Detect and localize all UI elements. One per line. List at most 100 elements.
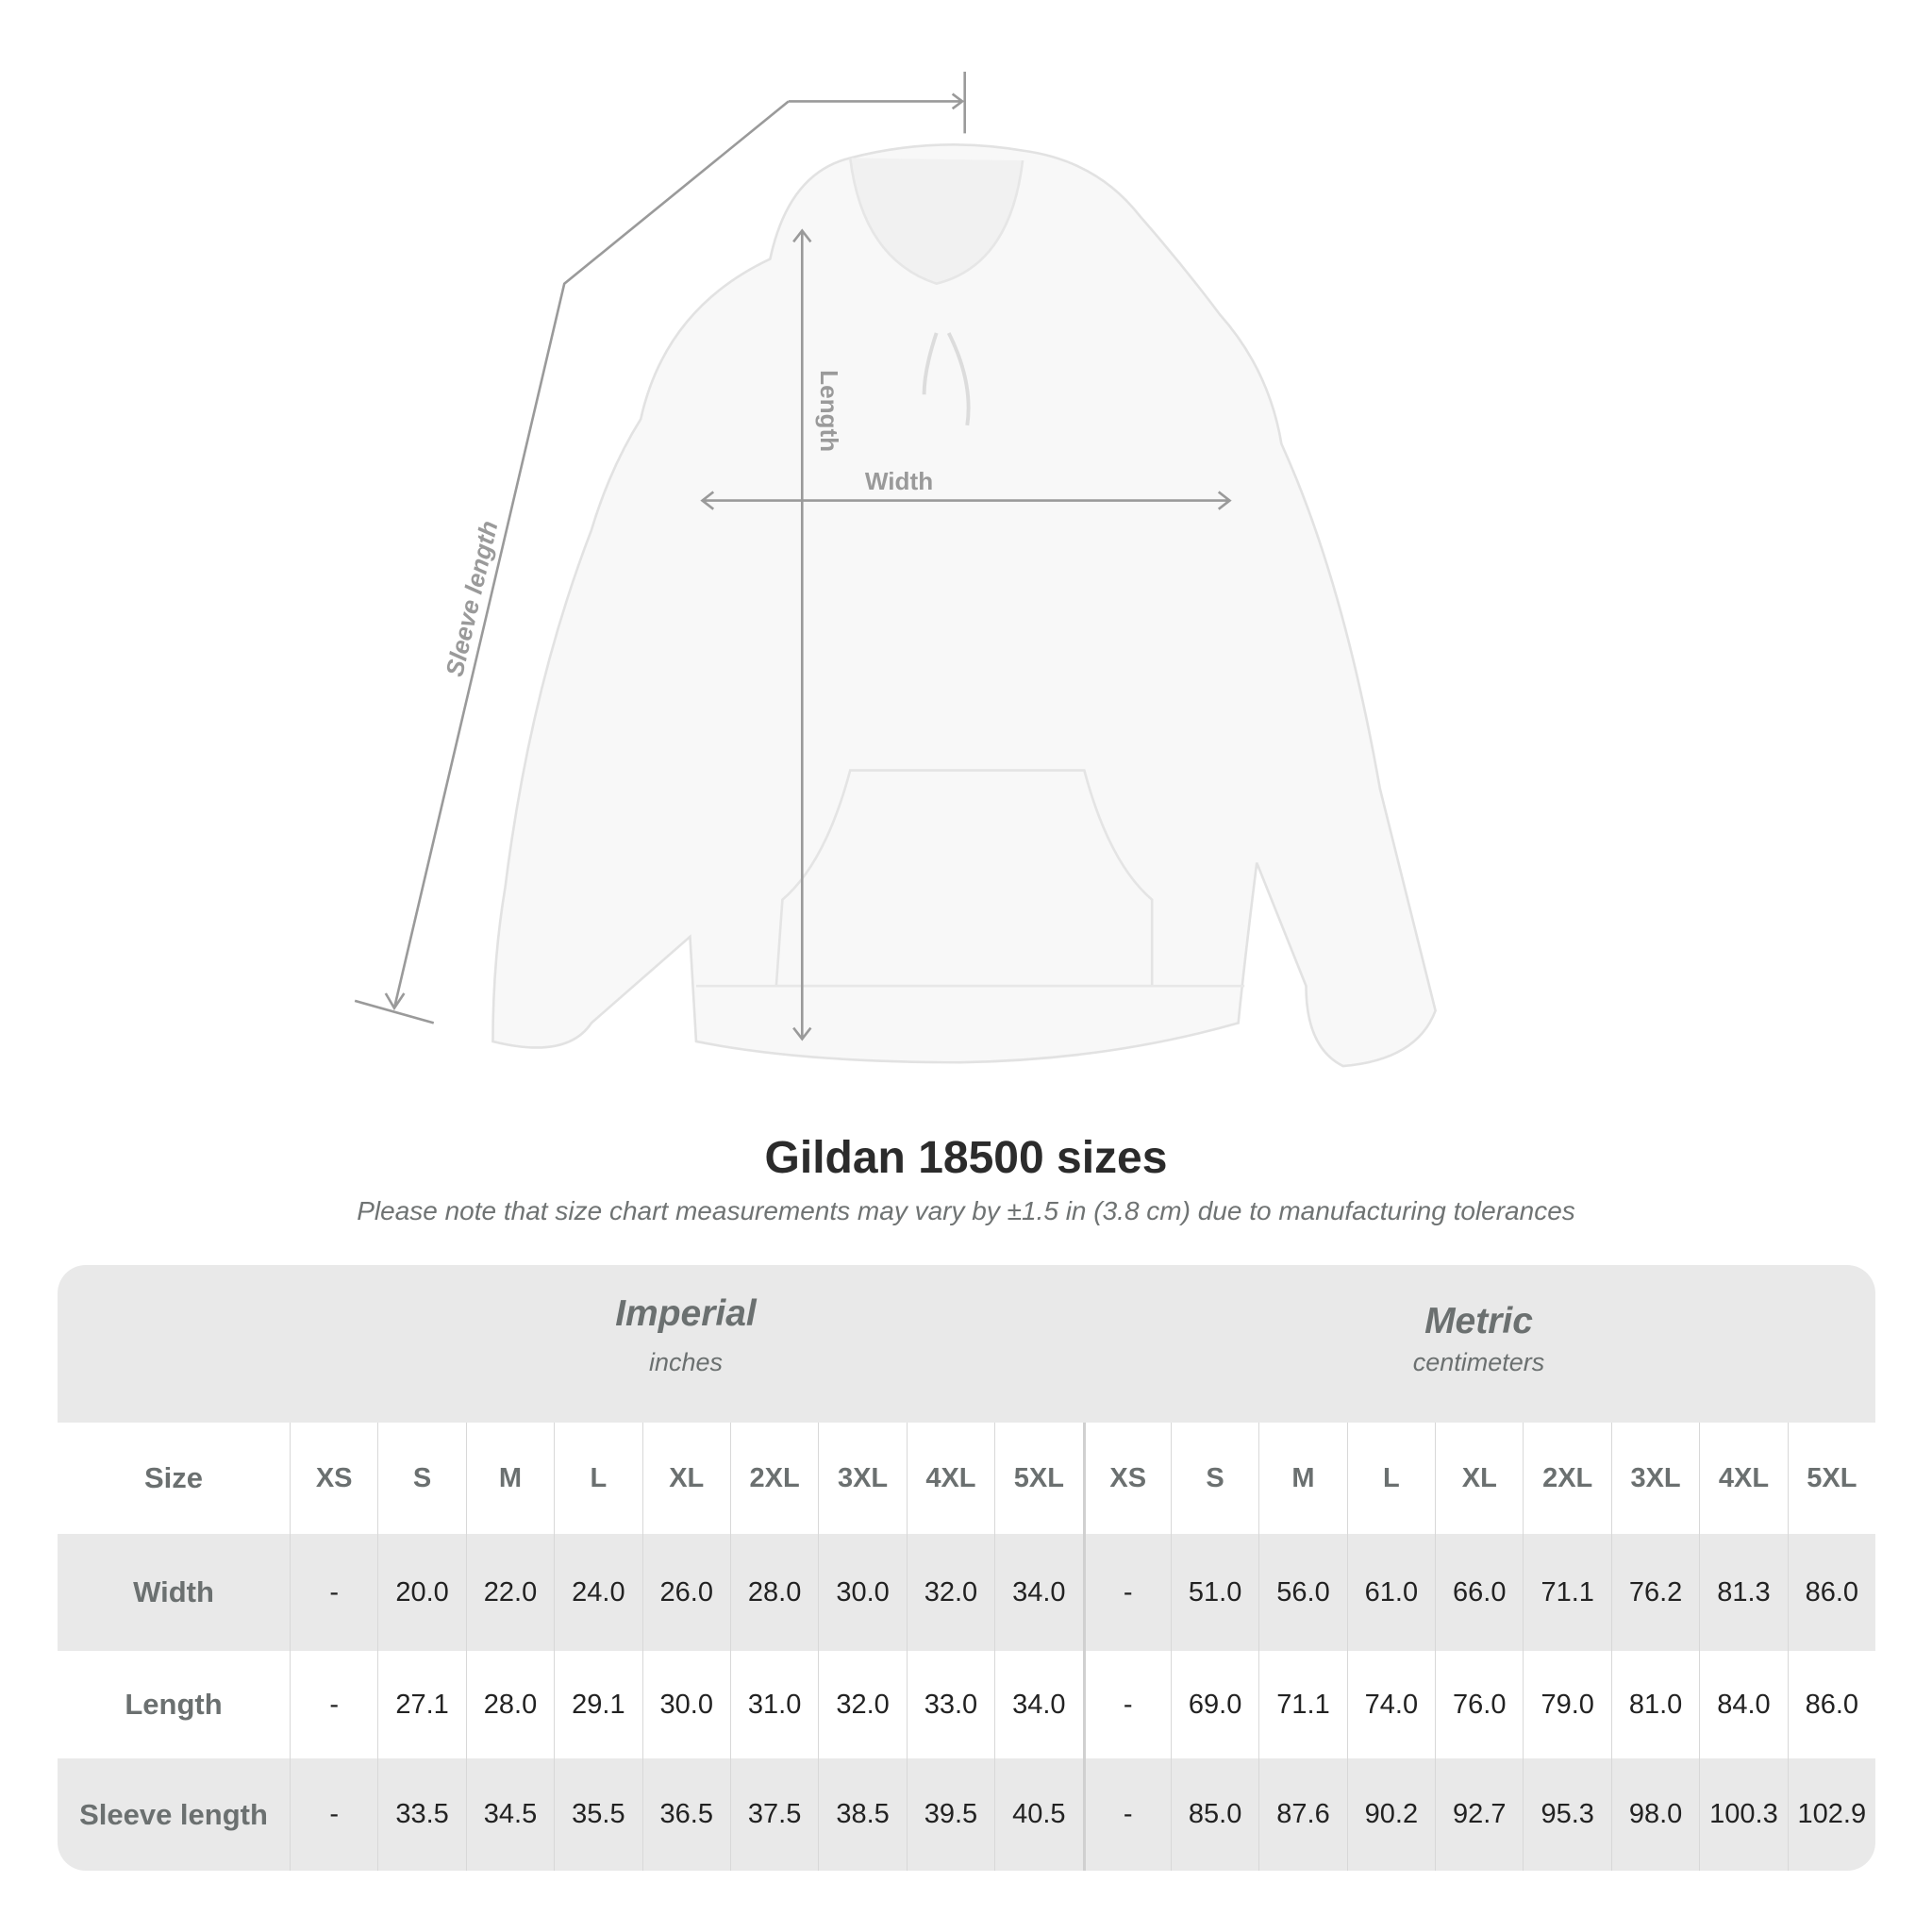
value-cell: 31.0 (729, 1651, 818, 1758)
value-cell: 87.6 (1258, 1758, 1346, 1871)
value-cell: 28.0 (465, 1651, 554, 1758)
value-cell: 34.5 (465, 1758, 554, 1871)
value-cell: 90.2 (1346, 1758, 1435, 1871)
value-cell: 28.0 (729, 1534, 818, 1651)
sleeve-length-line (354, 72, 966, 1024)
hoodie-image (491, 143, 1437, 1068)
value-cell: 37.5 (729, 1758, 818, 1871)
size-header-cell: 4XL (906, 1423, 994, 1534)
value-cell: 102.9 (1787, 1758, 1875, 1871)
value-cell: 30.0 (641, 1651, 730, 1758)
size-header-cell: XL (641, 1423, 730, 1534)
value-cell: 51.0 (1170, 1534, 1258, 1651)
value-cell: 74.0 (1346, 1651, 1435, 1758)
size-header-cell: M (1258, 1423, 1346, 1534)
value-cell: - (1082, 1534, 1171, 1651)
value-cell: 38.5 (818, 1758, 906, 1871)
value-cell: 71.1 (1523, 1534, 1610, 1651)
hoodie-measurement-diagram: Sleeve length Length Width (354, 72, 1437, 1068)
length-arrow (792, 228, 812, 1041)
row-band (58, 1758, 1875, 1871)
width-label: Width (865, 467, 933, 495)
metric-title: Metric (1424, 1301, 1533, 1341)
value-cell: 84.0 (1699, 1651, 1787, 1758)
row-label: Width (133, 1575, 214, 1608)
value-cell: 22.0 (465, 1534, 554, 1651)
table-row: Sleeve length -33.5 34.5 35.5 36.5 37.5 38.5 39… (58, 1758, 1875, 1871)
value-cell: 26.0 (641, 1534, 730, 1651)
value-cell: 95.3 (1523, 1758, 1610, 1871)
value-cell: 24.0 (554, 1534, 641, 1651)
value-cell: 35.5 (554, 1758, 641, 1871)
value-cell: 33.5 (377, 1758, 465, 1871)
value-cell: 66.0 (1435, 1534, 1523, 1651)
group-header-band (58, 1265, 1875, 1423)
value-cell: 32.0 (906, 1534, 994, 1651)
value-cell: 76.0 (1435, 1651, 1523, 1758)
size-header-cell: S (1170, 1423, 1258, 1534)
row-label: Sleeve length (79, 1797, 268, 1831)
value-cell: 81.3 (1699, 1534, 1787, 1651)
value-cell: 36.5 (641, 1758, 730, 1871)
value-cell: - (1082, 1758, 1171, 1871)
size-header-cell: XS (290, 1423, 377, 1534)
value-cell: 86.0 (1787, 1534, 1875, 1651)
metric-unit: centimeters (1412, 1348, 1545, 1376)
value-cell: 40.5 (994, 1758, 1082, 1871)
table-row: Width -20.0 22.0 24.0 26.0 28.0 30.0 32.0 34.0-5… (58, 1534, 1875, 1651)
value-cell: - (1082, 1651, 1171, 1758)
value-cell: 30.0 (818, 1534, 906, 1651)
value-cell: 20.0 (377, 1534, 465, 1651)
size-header-cell: L (1346, 1423, 1435, 1534)
metric-group-header: Metric centimeters (1082, 1301, 1875, 1377)
size-header-cell: L (554, 1423, 641, 1534)
value-cell: 100.3 (1699, 1758, 1787, 1871)
imperial-title: Imperial (615, 1293, 757, 1334)
size-header-cell: 2XL (729, 1423, 818, 1534)
value-cell: 61.0 (1346, 1534, 1435, 1651)
page-title: Gildan 18500 sizes (764, 1133, 1168, 1183)
value-cell: - (290, 1651, 377, 1758)
size-header-cell: 2XL (1523, 1423, 1610, 1534)
value-cell: 34.0 (994, 1534, 1082, 1651)
value-cell: 92.7 (1435, 1758, 1523, 1871)
row-band (58, 1534, 1875, 1651)
value-cell: 29.1 (554, 1651, 641, 1758)
table-row: Length -27.1 28.0 29.1 30.0 31.0 32.0 33.0 34.0-… (58, 1651, 1875, 1758)
value-cell: 79.0 (1523, 1651, 1610, 1758)
size-header-cell: M (465, 1423, 554, 1534)
row-label: Length (125, 1688, 223, 1721)
value-cell: - (290, 1758, 377, 1871)
value-cell: 56.0 (1258, 1534, 1346, 1651)
size-header-cell: 3XL (1610, 1423, 1699, 1534)
size-table: Imperial inches Metric centimeters Size X… (58, 1265, 1875, 1871)
sleeve-length-label: Sleeve length (440, 518, 503, 679)
value-cell: 81.0 (1610, 1651, 1699, 1758)
size-header-cell: XL (1435, 1423, 1523, 1534)
size-header-cell: 4XL (1699, 1423, 1787, 1534)
value-cell: 69.0 (1170, 1651, 1258, 1758)
value-cell: 33.0 (906, 1651, 994, 1758)
size-header-cell: S (377, 1423, 465, 1534)
value-cell: 39.5 (906, 1758, 994, 1871)
width-arrow (700, 491, 1232, 510)
imperial-group-header: Imperial inches (290, 1293, 1082, 1377)
row-label: Size (143, 1461, 204, 1494)
value-cell: 98.0 (1610, 1758, 1699, 1871)
value-cell: 32.0 (818, 1651, 906, 1758)
size-header-row: Size XS S M L XL 2XL 3XL 4XL 5XL XS S M L XL 2XL 3XL 4XL 5… (58, 1423, 1875, 1534)
imperial-unit: inches (648, 1348, 724, 1376)
value-cell: 86.0 (1787, 1651, 1875, 1758)
size-header-cell: 3XL (818, 1423, 906, 1534)
value-cell: 76.2 (1610, 1534, 1699, 1651)
size-header-cell: XS (1082, 1423, 1171, 1534)
size-header-cell: 5XL (1787, 1423, 1875, 1534)
value-cell: 34.0 (994, 1651, 1082, 1758)
length-label: Length (815, 370, 843, 452)
value-cell: 71.1 (1258, 1651, 1346, 1758)
value-cell: - (290, 1534, 377, 1651)
value-cell: 85.0 (1170, 1758, 1258, 1871)
value-cell: 27.1 (377, 1651, 465, 1758)
tolerance-note: Please note that size chart measurements… (357, 1196, 1575, 1225)
size-header-cell: 5XL (994, 1423, 1082, 1534)
